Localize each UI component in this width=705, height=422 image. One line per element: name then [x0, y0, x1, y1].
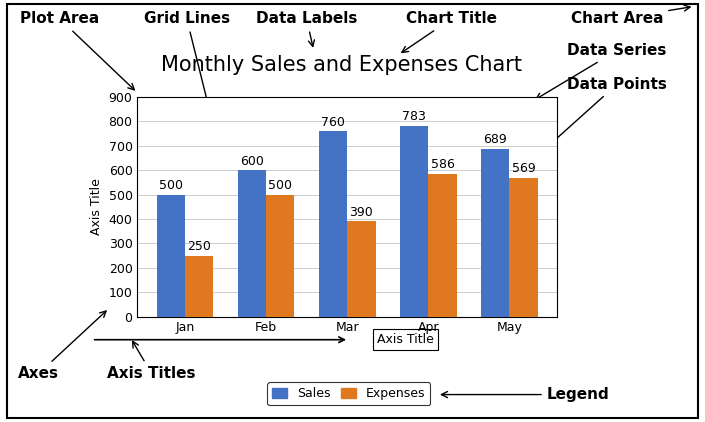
- Text: 500: 500: [269, 179, 293, 192]
- Bar: [266, 195, 295, 316]
- Text: Data Series: Data Series: [536, 43, 666, 99]
- Y-axis label: Axis Title: Axis Title: [90, 179, 103, 235]
- Text: 689: 689: [484, 133, 507, 146]
- Text: Data Labels: Data Labels: [256, 11, 357, 46]
- Text: 586: 586: [431, 158, 455, 171]
- Text: 783: 783: [403, 110, 426, 123]
- Bar: [347, 222, 376, 316]
- Bar: [185, 256, 214, 316]
- Text: Data Points: Data Points: [536, 77, 667, 157]
- Bar: [481, 149, 510, 316]
- Text: 250: 250: [188, 240, 211, 253]
- Bar: [238, 170, 266, 316]
- Bar: [157, 195, 185, 316]
- Text: Grid Lines: Grid Lines: [144, 11, 230, 114]
- Text: Axes: Axes: [18, 311, 106, 381]
- Text: 500: 500: [159, 179, 183, 192]
- Text: 569: 569: [512, 162, 536, 175]
- Text: 390: 390: [350, 206, 373, 219]
- Text: Legend: Legend: [441, 387, 610, 402]
- Text: Chart Area: Chart Area: [570, 5, 690, 27]
- Text: Chart Title: Chart Title: [402, 11, 497, 52]
- Bar: [510, 178, 538, 316]
- Legend: Sales, Expenses: Sales, Expenses: [267, 382, 430, 405]
- Text: 600: 600: [240, 155, 264, 168]
- Text: 760: 760: [321, 116, 345, 129]
- Text: Axis Title: Axis Title: [377, 333, 434, 346]
- Bar: [400, 126, 429, 316]
- Bar: [429, 173, 457, 316]
- Text: Monthly Sales and Expenses Chart: Monthly Sales and Expenses Chart: [161, 55, 522, 76]
- Bar: [319, 131, 347, 316]
- Text: Axis Titles: Axis Titles: [107, 341, 196, 381]
- Text: Plot Area: Plot Area: [20, 11, 135, 90]
